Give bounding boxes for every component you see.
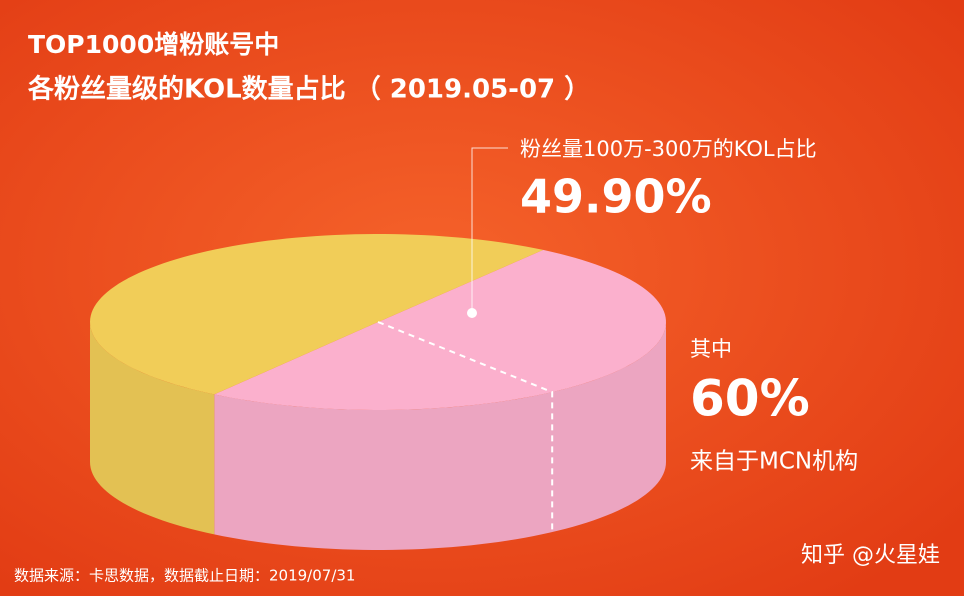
annotation-value: 60% — [690, 370, 810, 428]
value-label: 49.90% — [520, 170, 712, 224]
source: 数据来源：卡思数据，数据截止日期：2019/07/31 — [14, 567, 355, 585]
chart-title: TOP1000增粉账号中 — [28, 30, 279, 59]
chart-subtitle: 各粉丝量级的KOL数量占比 （ 2019.05-07 ） — [27, 74, 590, 105]
pie — [90, 234, 667, 550]
watermark: 知乎 @火星娃 — [801, 543, 940, 568]
leader-line — [471, 147, 508, 313]
annotation-note: 来自于MCN机构 — [690, 449, 858, 475]
slice — [214, 249, 666, 410]
slice-label: 粉丝量100万-300万的KOL占比 — [520, 137, 817, 161]
slice-side — [90, 322, 215, 535]
slice — [90, 234, 544, 395]
annotation-divider — [377, 321, 554, 533]
leader-dot — [467, 308, 477, 318]
annotation-intro: 其中 — [690, 337, 732, 361]
